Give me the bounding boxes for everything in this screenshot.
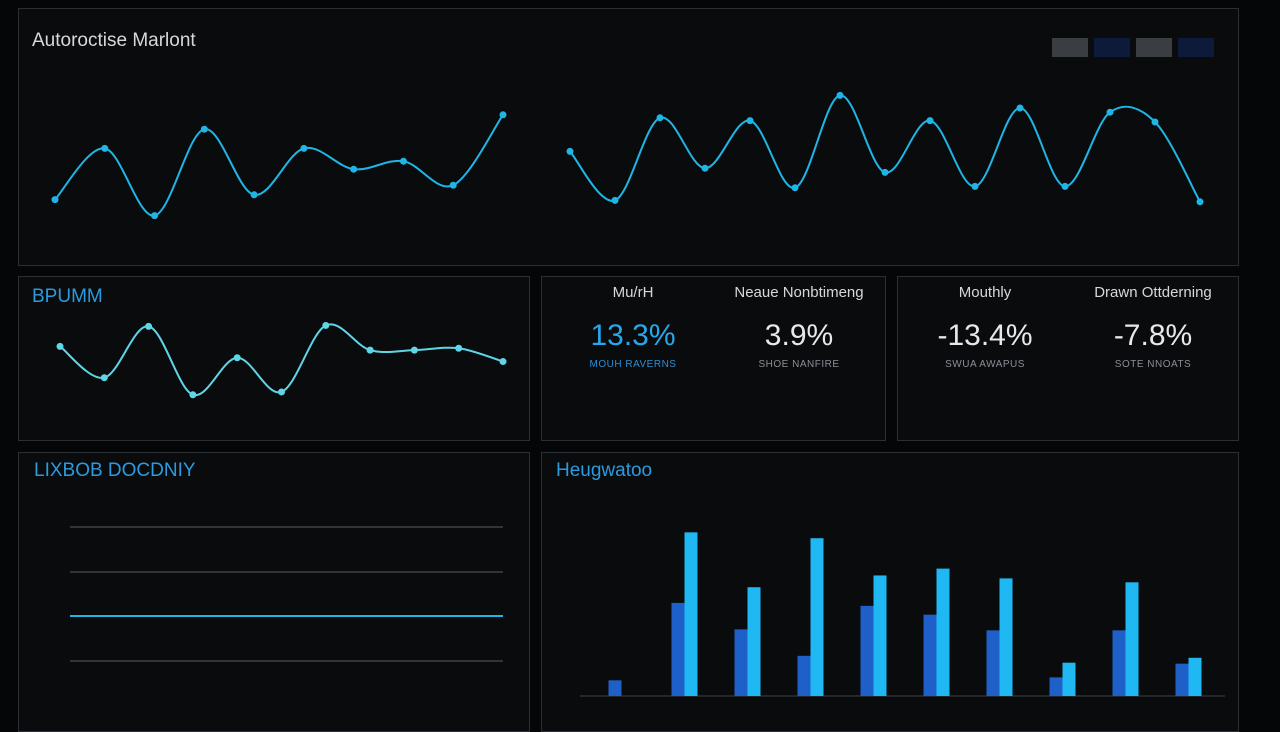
point — [350, 165, 358, 173]
bar — [797, 655, 811, 696]
point — [881, 168, 889, 176]
top-panel — [18, 8, 1239, 266]
point — [56, 342, 64, 350]
point — [1106, 108, 1114, 116]
point — [151, 212, 159, 220]
grid — [70, 526, 1225, 697]
point — [399, 157, 407, 165]
bar — [1125, 582, 1139, 696]
bar — [860, 605, 874, 696]
kpi-value: 13.3% — [590, 319, 676, 352]
kpi-sub: MOUH RAVERNS — [589, 359, 677, 370]
point — [200, 125, 208, 133]
kpi-panel — [541, 276, 886, 441]
panel-title: BPUMM — [32, 286, 103, 307]
bar — [873, 575, 887, 696]
point — [611, 196, 619, 204]
panel-title: Heugwatoo — [556, 460, 653, 481]
point — [1016, 104, 1024, 112]
point — [410, 346, 418, 354]
kpi-value: -13.4% — [937, 319, 1033, 352]
point — [926, 117, 934, 125]
bar — [810, 538, 824, 696]
point — [233, 354, 241, 362]
line — [59, 323, 504, 396]
bar — [608, 680, 622, 696]
point — [101, 144, 109, 152]
bar — [1112, 630, 1126, 696]
bar — [1175, 663, 1189, 696]
kpi: Mu/rH 13.3% MOUH RAVERNS — [548, 284, 718, 370]
kpi-label: Neaue Nonbtimeng — [734, 284, 864, 301]
point — [250, 191, 258, 199]
point — [791, 184, 799, 192]
point — [366, 346, 374, 354]
kpi-value: -7.8% — [1113, 319, 1193, 352]
bar — [986, 630, 1000, 696]
line — [569, 94, 1201, 203]
bar — [923, 614, 937, 696]
point — [322, 321, 330, 329]
middle-left-panel — [18, 276, 530, 441]
kpi: Neaue Nonbtimeng 3.9% SHOE NANFIRE — [714, 284, 884, 370]
point — [746, 117, 754, 125]
kpi-value: 3.9% — [764, 319, 834, 352]
point — [971, 182, 979, 190]
point — [189, 391, 197, 399]
kpi-label: Drawn Ottderning — [1094, 284, 1212, 301]
bar — [747, 587, 761, 696]
bar — [936, 568, 950, 696]
bar — [671, 602, 685, 696]
point — [499, 111, 507, 119]
point — [1151, 118, 1159, 126]
bottom-left-panel — [18, 452, 530, 732]
kpi-sub: SWUA AWAPUS — [945, 359, 1025, 370]
kpi-label: Mouthly — [958, 284, 1012, 301]
toolbar-button[interactable] — [1136, 38, 1172, 57]
point — [100, 374, 108, 382]
kpi-sub: SHOE NANFIRE — [758, 359, 840, 370]
kpi-label: Mu/rH — [612, 284, 654, 301]
bar — [999, 578, 1013, 696]
bar — [1062, 662, 1076, 696]
toolbar-button[interactable] — [1094, 38, 1130, 57]
point — [836, 91, 844, 99]
kpi: Drawn Ottderning -7.8% SOTE NNOATS — [1068, 284, 1238, 370]
point — [300, 144, 308, 152]
panel-title: LIXBOB DOCDNIY — [34, 460, 196, 481]
bar — [1188, 657, 1202, 696]
point — [1196, 198, 1204, 206]
point — [278, 388, 285, 396]
point — [51, 196, 59, 204]
toolbar-button[interactable] — [1178, 38, 1214, 57]
bar — [1049, 677, 1063, 696]
point — [449, 181, 457, 189]
kpi: Mouthly -13.4% SWUA AWAPUS — [900, 284, 1070, 370]
point — [656, 114, 664, 122]
bar — [684, 532, 698, 696]
line — [54, 114, 504, 217]
point — [701, 164, 709, 172]
point — [455, 344, 463, 352]
dashboard-title: Autoroctise Marlont — [32, 30, 196, 51]
kpi-sub: SOTE NNOATS — [1114, 359, 1192, 370]
bar — [734, 629, 748, 696]
point — [145, 322, 153, 330]
point — [566, 147, 574, 155]
point — [1061, 182, 1069, 190]
toolbar-button[interactable] — [1052, 38, 1088, 57]
kpi-panel — [897, 276, 1239, 441]
point — [499, 358, 507, 366]
